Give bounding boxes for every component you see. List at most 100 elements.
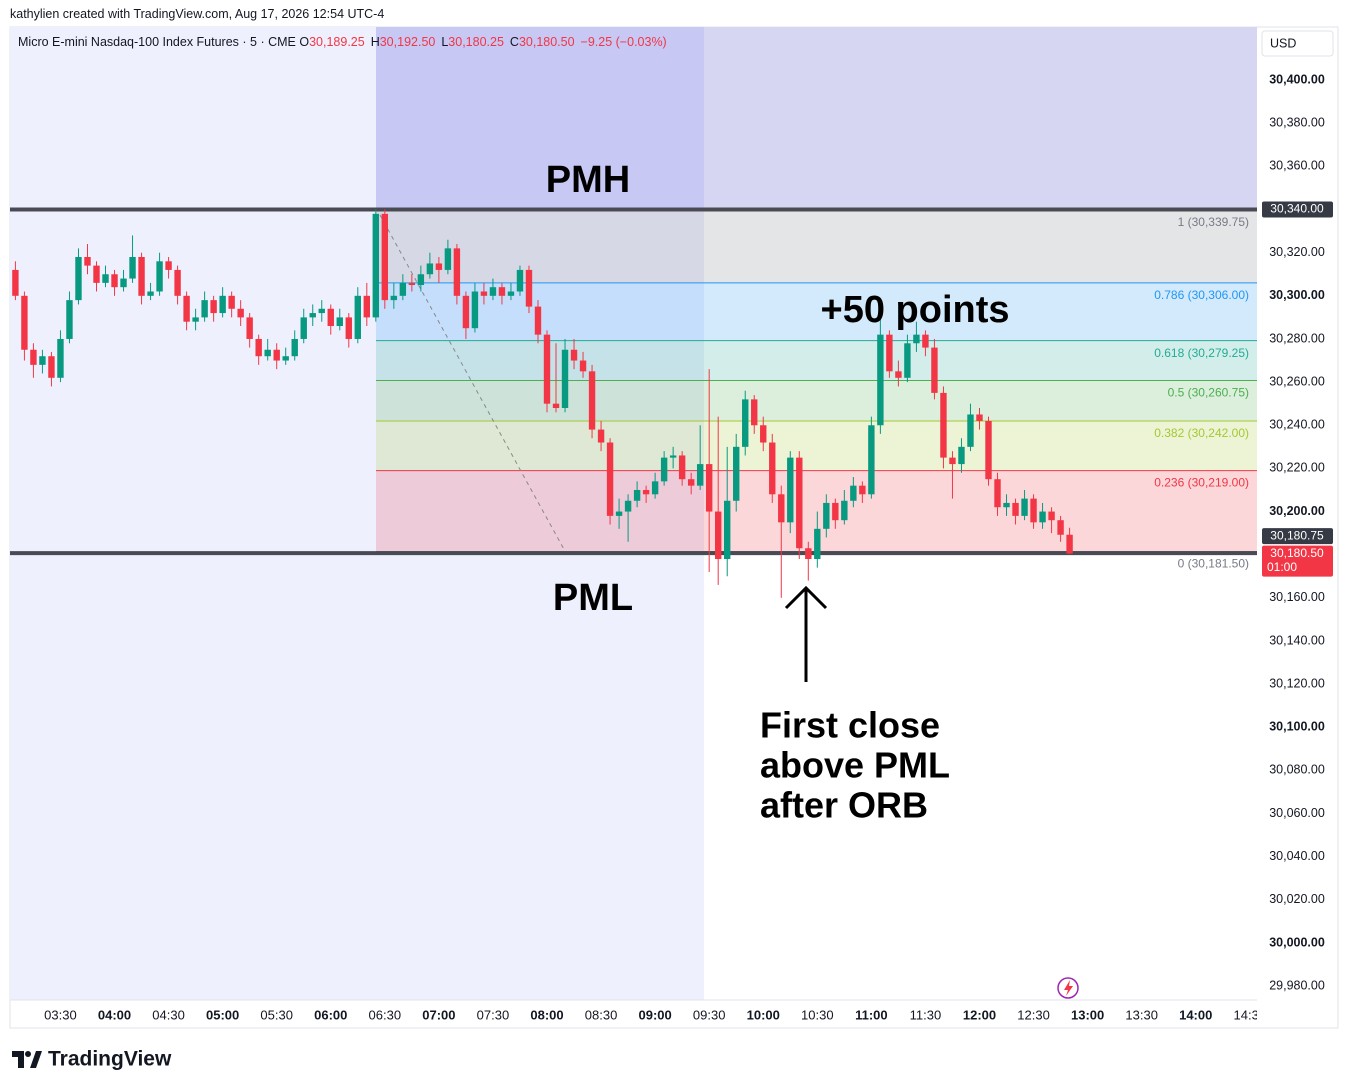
legend-value: 30,180.50 bbox=[518, 35, 575, 49]
candle-body bbox=[192, 317, 199, 322]
x-tick-label: 12:00 bbox=[963, 1007, 996, 1022]
plot-area bbox=[10, 27, 1257, 1000]
candle-body bbox=[309, 313, 316, 318]
candle-body bbox=[489, 287, 497, 296]
fib-label: 0.382 (30,242.00) bbox=[1154, 426, 1249, 440]
candle-body bbox=[30, 349, 37, 365]
fib-label: 0.5 (30,260.75) bbox=[1168, 386, 1249, 400]
fib-band bbox=[376, 210, 1257, 283]
price-tag bbox=[1262, 201, 1333, 218]
candle-body bbox=[228, 295, 235, 309]
candle-body bbox=[994, 479, 1001, 508]
y-tick-label: 30,240.00 bbox=[1269, 418, 1325, 432]
candle-body bbox=[778, 494, 785, 523]
fib-label: 0.618 (30,279.25) bbox=[1154, 346, 1249, 360]
x-tick-label: 11:00 bbox=[855, 1007, 888, 1022]
fib-trend-line bbox=[379, 214, 567, 554]
x-tick-label: 10:30 bbox=[801, 1007, 834, 1022]
x-tick-label: 05:00 bbox=[206, 1007, 239, 1022]
candle-body bbox=[841, 500, 848, 521]
x-tick-label: 09:30 bbox=[693, 1007, 726, 1022]
y-tick-label: 30,060.00 bbox=[1269, 806, 1325, 820]
candle-body bbox=[687, 479, 695, 486]
candle-body bbox=[823, 502, 830, 529]
x-tick-label: 08:30 bbox=[585, 1007, 618, 1022]
candle-body bbox=[201, 300, 208, 318]
candle-body bbox=[904, 343, 911, 378]
candle-body bbox=[859, 485, 866, 495]
y-tick-label: 30,000.00 bbox=[1269, 935, 1325, 949]
y-tick-label: 30,200.00 bbox=[1269, 504, 1325, 518]
annotation: above PML bbox=[760, 745, 950, 786]
legend-key: O bbox=[299, 35, 310, 49]
candle-body bbox=[102, 274, 109, 283]
candle-body bbox=[985, 420, 992, 480]
candle-body bbox=[336, 317, 343, 327]
candle-body bbox=[39, 356, 46, 365]
candle-body bbox=[877, 334, 884, 426]
candle-body bbox=[462, 295, 470, 329]
candle-body bbox=[507, 291, 515, 296]
candle-body bbox=[597, 429, 605, 443]
candle-body bbox=[237, 308, 244, 318]
candle-body bbox=[426, 263, 434, 275]
currency: USD bbox=[1270, 36, 1296, 50]
x-tick-label: 07:00 bbox=[422, 1007, 455, 1022]
candle-body bbox=[805, 548, 812, 560]
candle-body bbox=[850, 485, 857, 501]
range-highlight bbox=[704, 27, 1257, 210]
candle-body bbox=[372, 213, 380, 318]
candle-body bbox=[967, 414, 974, 447]
candle-body bbox=[174, 269, 181, 296]
logo[interactable] bbox=[12, 1051, 42, 1068]
credit: kathylien created with TradingView.com, … bbox=[10, 7, 385, 21]
fib-label: 1 (30,339.75) bbox=[1178, 215, 1249, 229]
candle-body bbox=[769, 442, 776, 495]
fib-band bbox=[376, 282, 1257, 341]
annotation: after ORB bbox=[760, 785, 928, 826]
candle-body bbox=[480, 291, 488, 296]
candle-body bbox=[922, 334, 929, 348]
candle-body bbox=[327, 308, 334, 327]
y-tick-label: 30,020.00 bbox=[1269, 892, 1325, 906]
y-tick-label: 30,400.00 bbox=[1269, 72, 1325, 86]
alert-icon[interactable] bbox=[1057, 977, 1079, 999]
annotation: PML bbox=[553, 577, 633, 619]
candle-body bbox=[543, 334, 551, 404]
candle-body bbox=[21, 295, 28, 350]
x-tick-label: 14:00 bbox=[1179, 1007, 1212, 1022]
candle-body bbox=[606, 442, 614, 516]
x-tick-label: 05:30 bbox=[260, 1007, 293, 1022]
x-axis: 03:30 04:00 04:30 05:00 05:30 06:00 06:30 07:00… bbox=[44, 1007, 1257, 1022]
candle-body bbox=[408, 282, 416, 286]
candle-body bbox=[931, 347, 938, 393]
candle-body bbox=[111, 274, 118, 288]
y-tick-label: 30,320.00 bbox=[1269, 245, 1325, 259]
candle-body bbox=[624, 500, 632, 512]
x-tick-label: 07:30 bbox=[477, 1007, 510, 1022]
candle-body bbox=[976, 414, 983, 421]
y-tick-label: 30,120.00 bbox=[1269, 676, 1325, 690]
legend-value: 30,180.25 bbox=[448, 35, 504, 49]
candle-body bbox=[678, 455, 686, 480]
candle-body bbox=[300, 317, 307, 339]
x-tick-label: 12:30 bbox=[1017, 1007, 1050, 1022]
candle-body bbox=[760, 425, 767, 443]
candle-body bbox=[66, 300, 73, 339]
candle-body bbox=[12, 269, 19, 296]
fib-band bbox=[376, 420, 1257, 471]
candle-body bbox=[1066, 534, 1073, 554]
candle-body bbox=[642, 489, 650, 495]
y-tick-label: 29,980.00 bbox=[1269, 978, 1325, 992]
candle-body bbox=[264, 349, 271, 357]
countdown: 01:00 bbox=[1267, 560, 1297, 574]
candle-body bbox=[615, 511, 623, 516]
candle-body bbox=[1030, 498, 1037, 523]
y-tick-label: 30,380.00 bbox=[1269, 116, 1325, 130]
candle-body bbox=[814, 528, 821, 560]
brand: TradingView bbox=[48, 1048, 172, 1071]
candle-body bbox=[733, 446, 740, 501]
y-tick-label: 30,040.00 bbox=[1269, 849, 1325, 863]
candle-body bbox=[832, 502, 839, 521]
candle-body bbox=[696, 464, 704, 486]
